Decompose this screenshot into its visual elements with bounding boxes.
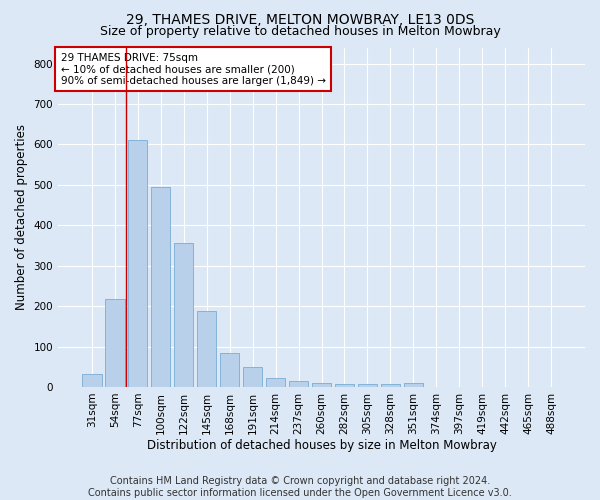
Text: 29 THAMES DRIVE: 75sqm
← 10% of detached houses are smaller (200)
90% of semi-de: 29 THAMES DRIVE: 75sqm ← 10% of detached… — [61, 52, 326, 86]
Bar — [380, 384, 400, 387]
Bar — [404, 383, 423, 387]
Bar — [266, 378, 286, 387]
Text: Contains HM Land Registry data © Crown copyright and database right 2024.
Contai: Contains HM Land Registry data © Crown c… — [88, 476, 512, 498]
Bar — [243, 367, 262, 387]
Bar — [174, 244, 193, 387]
Bar — [151, 187, 170, 387]
Bar — [197, 311, 217, 387]
Bar — [335, 384, 354, 387]
Bar — [82, 374, 101, 387]
Bar — [105, 299, 125, 387]
Bar — [220, 354, 239, 387]
Bar — [358, 384, 377, 387]
Bar — [128, 140, 148, 387]
Bar — [289, 381, 308, 387]
Bar — [312, 383, 331, 387]
Y-axis label: Number of detached properties: Number of detached properties — [15, 124, 28, 310]
Text: 29, THAMES DRIVE, MELTON MOWBRAY, LE13 0DS: 29, THAMES DRIVE, MELTON MOWBRAY, LE13 0… — [126, 12, 474, 26]
Text: Size of property relative to detached houses in Melton Mowbray: Size of property relative to detached ho… — [100, 25, 500, 38]
X-axis label: Distribution of detached houses by size in Melton Mowbray: Distribution of detached houses by size … — [146, 440, 496, 452]
